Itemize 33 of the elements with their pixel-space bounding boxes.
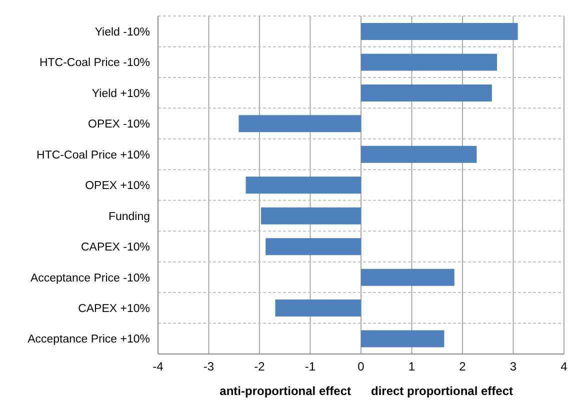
x-tick-label: 0 xyxy=(358,360,365,374)
y-tick-label: Acceptance Price -10% xyxy=(30,272,150,284)
bar xyxy=(361,268,454,286)
bar xyxy=(266,238,361,256)
y-tick-label: Acceptance Price +10% xyxy=(28,334,150,346)
bar xyxy=(238,115,361,132)
bar xyxy=(275,300,361,317)
y-tick-label: OPEX +10% xyxy=(85,180,150,192)
y-tick-label: Yield -10% xyxy=(94,26,150,38)
x-tick-label: -1 xyxy=(304,360,316,374)
bar xyxy=(361,330,444,348)
bar xyxy=(246,176,361,194)
y-tick-label: Funding xyxy=(108,210,150,223)
y-tick-label: Yield +10% xyxy=(92,88,150,100)
x-tick-label: 3 xyxy=(510,360,517,374)
x-tick-label: -3 xyxy=(203,360,214,374)
x-tick-label: 2 xyxy=(459,360,466,374)
text: direct proportional effect xyxy=(371,384,514,398)
y-tick-label: HTC-Coal Price -10% xyxy=(39,57,150,70)
x-tick-label: 1 xyxy=(408,360,416,374)
x-tick-label: -2 xyxy=(254,360,266,374)
x-tick-label: -4 xyxy=(152,360,164,374)
text: anti-proportional effect xyxy=(220,384,351,398)
y-tick-label: CAPEX -10% xyxy=(80,242,150,254)
bar xyxy=(261,207,361,224)
y-tick-label: HTC-Coal Price +10% xyxy=(36,149,150,162)
y-tick-label: OPEX -10% xyxy=(88,118,150,131)
bar xyxy=(361,146,477,163)
bar xyxy=(361,84,492,102)
bar xyxy=(361,54,498,71)
x-tick-label: 4 xyxy=(560,360,568,374)
bar xyxy=(361,23,518,40)
y-tick-label: CAPEX +10% xyxy=(78,302,150,315)
